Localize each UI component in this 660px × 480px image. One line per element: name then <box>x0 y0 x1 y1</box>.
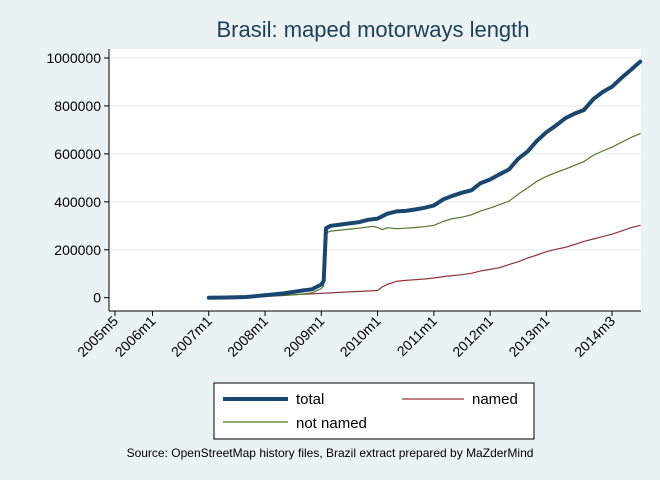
y-tick-label-0: 0 <box>93 290 101 306</box>
y-axis: 0 200000 400000 600000 800000 1000000 <box>46 49 110 311</box>
legend-label-not-named: not named <box>296 415 367 432</box>
legend-box <box>213 382 535 440</box>
y-tick-label-1: 200000 <box>54 242 101 258</box>
x-tick-label-2: 2007m1 <box>168 313 215 360</box>
series-line-not-named <box>208 133 641 299</box>
x-tick-label-7: 2012m1 <box>449 313 496 360</box>
x-tick-label-5: 2010m1 <box>337 313 384 360</box>
legend-label-named: named <box>472 391 518 408</box>
x-tick-label-4: 2009m1 <box>280 313 327 360</box>
chart-title: Brasil: maped motorways length <box>216 17 529 42</box>
plot-area <box>109 49 641 311</box>
y-tick-label-5: 1000000 <box>46 50 101 66</box>
y-tick-label-3: 600000 <box>54 146 101 162</box>
series-line-named <box>208 224 641 299</box>
series-lines <box>206 59 643 300</box>
legend-label-total: total <box>296 391 324 408</box>
source-note: Source: OpenStreetMap history files, Bra… <box>127 446 534 460</box>
x-tick-label-1: 2006m1 <box>112 313 159 360</box>
x-tick-label-3: 2008m1 <box>224 313 271 360</box>
x-tick-label-8: 2013m1 <box>505 313 552 360</box>
y-tick-label-4: 800000 <box>54 98 101 114</box>
series-line-total <box>206 59 643 300</box>
y-tick-label-2: 400000 <box>54 194 101 210</box>
legend: total named not named <box>213 382 535 440</box>
x-tick-label-6: 2011m1 <box>394 313 441 360</box>
x-tick-label-0: 2005m5 <box>74 313 121 360</box>
x-tick-label-9: 2014m3 <box>571 313 618 360</box>
